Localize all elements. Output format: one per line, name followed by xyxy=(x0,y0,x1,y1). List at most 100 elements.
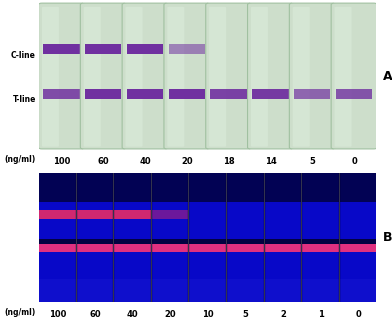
FancyBboxPatch shape xyxy=(167,7,184,147)
Bar xyxy=(152,211,189,219)
Bar xyxy=(227,239,263,244)
Bar xyxy=(189,173,226,202)
FancyBboxPatch shape xyxy=(125,7,143,147)
Text: 20: 20 xyxy=(181,157,193,166)
Bar xyxy=(77,173,113,302)
Bar xyxy=(189,279,226,302)
FancyBboxPatch shape xyxy=(122,3,168,149)
Text: C-line: C-line xyxy=(11,51,36,60)
FancyBboxPatch shape xyxy=(334,7,352,147)
FancyBboxPatch shape xyxy=(84,7,101,147)
Bar xyxy=(265,173,301,202)
Text: C-line: C-line xyxy=(11,223,36,232)
Bar xyxy=(294,89,330,99)
Bar xyxy=(189,173,226,302)
FancyBboxPatch shape xyxy=(331,3,377,149)
Bar xyxy=(39,173,76,302)
Text: 60: 60 xyxy=(89,310,101,319)
Bar xyxy=(152,173,189,202)
Text: 5: 5 xyxy=(242,310,248,319)
FancyBboxPatch shape xyxy=(80,3,126,149)
Text: 5: 5 xyxy=(309,157,315,166)
Bar xyxy=(302,173,339,202)
Bar xyxy=(43,44,80,54)
Bar xyxy=(265,279,301,302)
Bar xyxy=(114,279,151,302)
Bar xyxy=(39,244,76,252)
Bar xyxy=(340,244,376,252)
Bar xyxy=(211,89,247,99)
FancyBboxPatch shape xyxy=(206,3,252,149)
FancyBboxPatch shape xyxy=(38,3,84,149)
Bar xyxy=(152,244,189,252)
Text: 18: 18 xyxy=(223,157,234,166)
Bar xyxy=(39,211,76,219)
Text: T-line: T-line xyxy=(13,257,36,266)
Bar xyxy=(340,173,376,202)
Bar xyxy=(152,173,189,302)
Bar xyxy=(77,211,113,219)
Text: 100: 100 xyxy=(49,310,66,319)
Bar xyxy=(77,244,113,252)
Text: 40: 40 xyxy=(139,157,151,166)
Bar xyxy=(227,279,263,302)
Bar xyxy=(85,44,122,54)
Text: T-line: T-line xyxy=(13,95,36,104)
Bar xyxy=(43,89,80,99)
Text: A: A xyxy=(383,70,392,82)
Text: (ng/ml): (ng/ml) xyxy=(5,155,36,164)
Bar xyxy=(114,173,151,302)
Bar xyxy=(189,239,226,244)
Bar xyxy=(336,89,372,99)
Text: 0: 0 xyxy=(351,157,357,166)
Bar xyxy=(152,279,189,302)
Bar xyxy=(114,211,151,219)
Bar xyxy=(227,173,263,302)
Bar xyxy=(302,279,339,302)
Bar xyxy=(169,89,205,99)
Bar xyxy=(227,173,263,202)
FancyBboxPatch shape xyxy=(42,7,59,147)
Bar xyxy=(302,173,339,302)
Bar xyxy=(265,244,301,252)
Bar xyxy=(39,173,76,202)
FancyBboxPatch shape xyxy=(293,7,310,147)
Bar xyxy=(77,279,113,302)
FancyBboxPatch shape xyxy=(247,3,293,149)
Bar xyxy=(189,244,226,252)
Bar xyxy=(252,89,289,99)
Bar xyxy=(265,173,301,302)
Bar xyxy=(114,244,151,252)
Bar xyxy=(169,44,205,54)
Text: 60: 60 xyxy=(98,157,109,166)
Bar xyxy=(39,239,76,244)
Bar xyxy=(302,239,339,244)
Text: 100: 100 xyxy=(53,157,70,166)
Text: 14: 14 xyxy=(265,157,276,166)
FancyBboxPatch shape xyxy=(209,7,226,147)
Text: B: B xyxy=(383,232,392,244)
Text: 10: 10 xyxy=(202,310,214,319)
Bar xyxy=(227,244,263,252)
Bar xyxy=(77,173,113,202)
Bar xyxy=(340,173,376,302)
Bar xyxy=(265,239,301,244)
Text: 0: 0 xyxy=(355,310,361,319)
Bar xyxy=(85,89,122,99)
Bar xyxy=(127,44,163,54)
Bar xyxy=(127,89,163,99)
FancyBboxPatch shape xyxy=(164,3,210,149)
Bar xyxy=(114,173,151,202)
Bar xyxy=(77,239,113,244)
Bar xyxy=(152,239,189,244)
Text: 20: 20 xyxy=(164,310,176,319)
Text: (ng/ml): (ng/ml) xyxy=(5,308,36,317)
Text: 1: 1 xyxy=(318,310,323,319)
Bar xyxy=(39,279,76,302)
Text: 2: 2 xyxy=(280,310,286,319)
Bar xyxy=(302,244,339,252)
Text: 40: 40 xyxy=(127,310,138,319)
FancyBboxPatch shape xyxy=(289,3,335,149)
Bar xyxy=(340,239,376,244)
Bar xyxy=(340,279,376,302)
